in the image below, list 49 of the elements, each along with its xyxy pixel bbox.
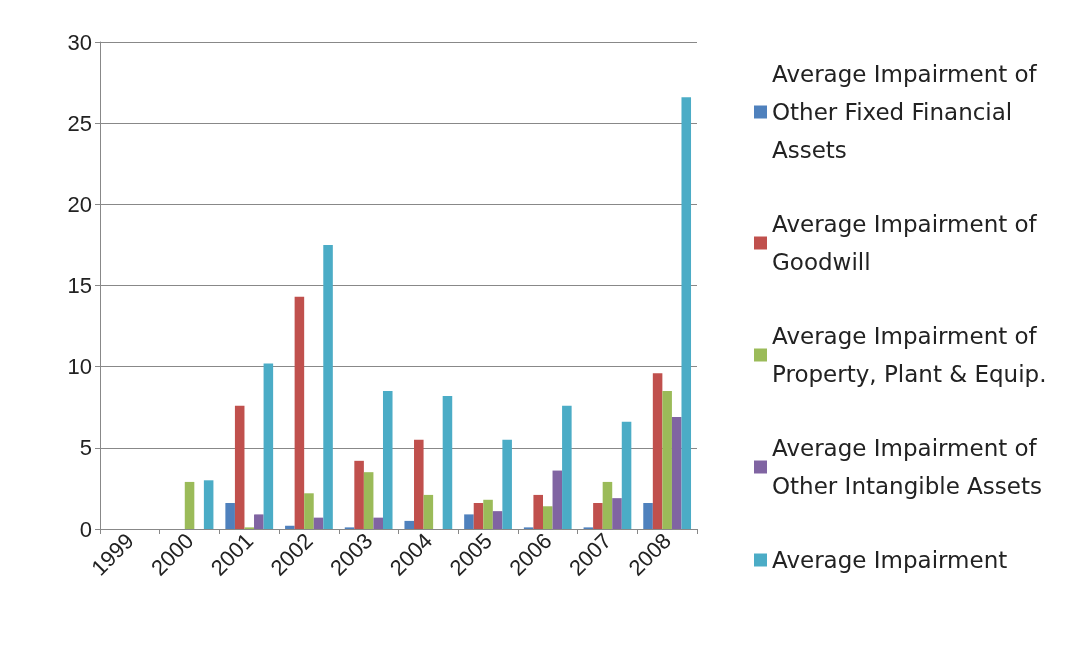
bar (423, 494, 434, 529)
bar (414, 439, 424, 529)
y-tick-label: 10 (67, 354, 92, 380)
y-tick-label: 0 (79, 516, 92, 542)
bar (552, 470, 563, 529)
bar (184, 481, 195, 529)
bar (602, 481, 613, 529)
legend-label: Average Impairment of Property, Plant & Equip. (772, 323, 1047, 387)
bar (363, 472, 374, 529)
bar (225, 503, 235, 529)
legend-label: Average Impairment of Other Fixed Financial Assets (772, 61, 1045, 163)
bar (492, 511, 503, 529)
bar (652, 373, 663, 529)
bar (643, 503, 653, 529)
bar (323, 244, 333, 529)
y-tick-label: 30 (67, 29, 92, 55)
bar (313, 517, 324, 529)
legend-label: Average Impairment of Other Intangible Assets (772, 435, 1045, 499)
bar (203, 480, 214, 529)
y-tick-label: 20 (67, 191, 92, 217)
bar (404, 520, 415, 529)
bar (304, 493, 314, 529)
bar (294, 296, 305, 529)
bar (542, 506, 553, 529)
bar (263, 363, 274, 529)
y-tick-label: 25 (67, 110, 92, 136)
bar (442, 395, 453, 529)
bar (533, 494, 543, 529)
bar (354, 460, 364, 529)
bar (612, 498, 622, 529)
bar (473, 503, 484, 529)
y-tick-label: 15 (67, 273, 92, 298)
bar (502, 439, 512, 529)
bar (234, 405, 245, 529)
bar (562, 405, 572, 529)
bar (285, 525, 295, 529)
bar (593, 503, 603, 529)
legend-label: Average Impairment (772, 547, 1008, 573)
bar (483, 499, 493, 529)
bar (382, 391, 393, 529)
bar (464, 514, 474, 529)
bar (671, 416, 682, 529)
bar (681, 97, 692, 529)
bar (662, 391, 672, 529)
bar (621, 421, 632, 529)
bar (373, 517, 383, 529)
y-tick-label: 5 (79, 435, 92, 461)
legend-label: Average Impairment of Goodwill (772, 211, 1045, 275)
bar (254, 514, 264, 529)
